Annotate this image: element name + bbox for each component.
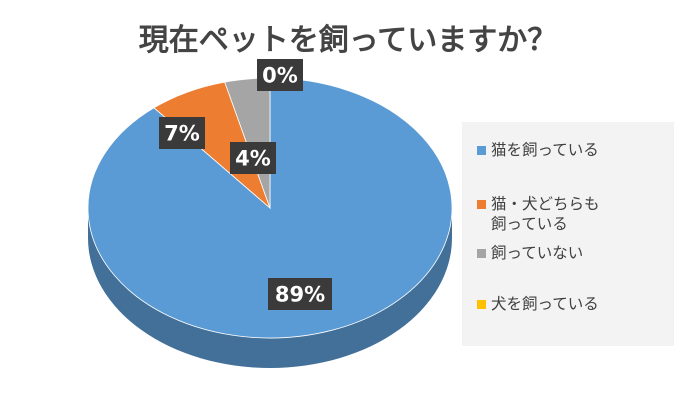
data-labels: 89% 7% 4% 0% xyxy=(159,59,332,310)
legend-label-1: 猫・犬どちらも飼っている xyxy=(491,195,600,233)
data-label-box-3 xyxy=(257,59,303,91)
data-label-2: 4% xyxy=(235,147,271,171)
data-label-box-1 xyxy=(159,117,205,149)
pie-side-0 xyxy=(88,208,452,368)
data-label-box-2 xyxy=(230,142,276,174)
legend-box xyxy=(462,122,674,346)
data-label-3: 0% xyxy=(262,64,298,88)
legend-label-0: 猫を飼っている xyxy=(491,141,599,159)
legend-swatch-1 xyxy=(477,200,486,209)
data-label-box-0 xyxy=(268,278,332,310)
pie-group xyxy=(87,77,453,368)
legend-swatch-0 xyxy=(477,146,486,155)
data-label-1: 7% xyxy=(164,122,200,146)
chart-title: 現在ペットを飼っていますか？ xyxy=(139,23,558,58)
legend-swatch-3 xyxy=(477,300,486,309)
legend-label-2: 飼っていない xyxy=(491,244,583,262)
data-label-0: 89% xyxy=(275,283,325,307)
legend-swatch-2 xyxy=(477,249,486,258)
legend-label-3: 犬を飼っている xyxy=(491,295,599,313)
